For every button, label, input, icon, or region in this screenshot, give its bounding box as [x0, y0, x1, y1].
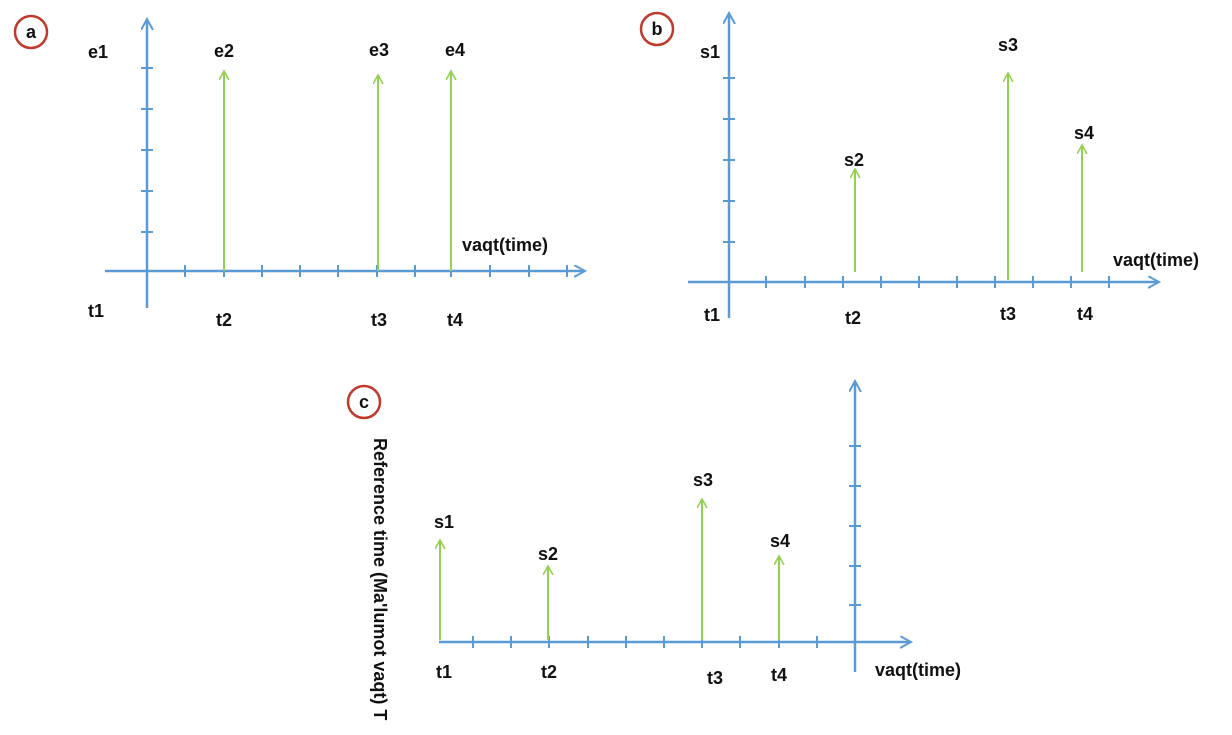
panel-a-y-label: e1	[88, 42, 108, 62]
panel-b-event-label-2: s3	[998, 35, 1018, 55]
panel-b-event-label-3: s4	[1074, 123, 1094, 143]
panel-a-event-label-2: e3	[369, 40, 389, 60]
panel-b-origin-label: t1	[704, 305, 720, 325]
panel-b-time-label-2: t3	[1000, 304, 1016, 324]
panel-b-x-label: vaqt(time)	[1113, 250, 1199, 270]
panel-c-time-label-3: t3	[707, 668, 723, 688]
panel-b-time-label-1: t2	[845, 308, 861, 328]
panel-b-badge-label: b	[652, 19, 663, 39]
panel-a: a e1 vaqt(time) t1 e2 t2 e3 t3 e4 t4	[13, 14, 584, 330]
panel-a-y-ticks	[141, 67, 153, 233]
panel-a-badge-label: a	[26, 22, 37, 42]
panel-b-time-label-3: t4	[1077, 304, 1093, 324]
panel-a-x-label: vaqt(time)	[462, 235, 548, 255]
panel-a-origin-label: t1	[88, 301, 104, 321]
panel-c-y-ticks	[849, 445, 861, 606]
panel-c-event-label-3: s3	[693, 470, 713, 490]
panel-c: c Reference time (Ma'lumot vaqt) T vaqt(…	[346, 382, 961, 720]
panel-a-time-label-2: t3	[371, 310, 387, 330]
panel-c-time-label-4: t4	[771, 665, 787, 685]
panel-b: b s1 vaqt(time) t1 s2 t2 s3 t3 s4 t4	[639, 11, 1199, 328]
panel-b-y-ticks	[723, 77, 735, 243]
panel-c-time-label-2: t2	[541, 662, 557, 682]
panel-c-badge: c	[346, 384, 382, 420]
panel-b-x-ticks	[765, 276, 1110, 288]
panel-a-time-label-1: t2	[216, 310, 232, 330]
panel-a-badge: a	[13, 14, 49, 50]
panel-c-badge-label: c	[359, 392, 369, 412]
panel-c-event-label-4: s4	[770, 531, 790, 551]
panel-a-time-label-3: t4	[447, 310, 463, 330]
panel-b-y-label: s1	[700, 42, 720, 62]
panel-c-event-label-2: s2	[538, 544, 558, 564]
panel-c-y-label: Reference time (Ma'lumot vaqt) T	[370, 438, 390, 720]
panel-a-event-label-3: e4	[445, 40, 465, 60]
panel-b-event-label-1: s2	[844, 150, 864, 170]
panel-b-badge: b	[639, 11, 675, 47]
panel-a-event-label-1: e2	[214, 41, 234, 61]
panel-c-time-label-1: t1	[436, 662, 452, 682]
panel-c-x-label: vaqt(time)	[875, 660, 961, 680]
panel-c-event-label-1: s1	[434, 512, 454, 532]
